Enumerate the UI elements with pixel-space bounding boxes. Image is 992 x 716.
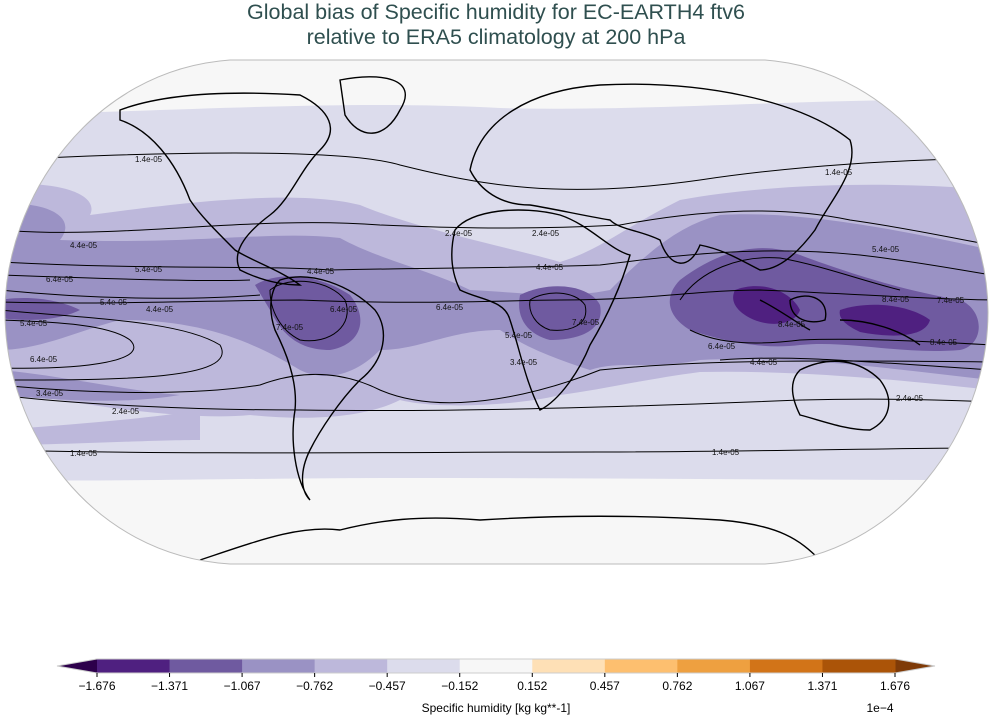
colorbar-tick-label: 1.067 [735, 679, 765, 693]
contour-label: 1.4e-05 [135, 155, 163, 164]
colorbar-tick-label: 1.371 [807, 679, 837, 693]
colorbar-tick-label: −1.067 [224, 679, 261, 693]
colorbar-extend-over [895, 659, 935, 673]
colorbar-tick-label: −0.762 [296, 679, 333, 693]
colorbar-swatch [532, 659, 606, 673]
contour-label: 5.4e-05 [505, 331, 533, 340]
europe-asia [469, 83, 853, 271]
australia [791, 360, 890, 431]
contour-label: 2.4e-05 [532, 229, 560, 238]
contour-label: 6.4e-05 [46, 275, 74, 284]
contour-fill-level-0 [733, 286, 930, 336]
contour-label: 8.4e-05 [930, 338, 958, 347]
contour-label: 3.4e-05 [510, 358, 538, 367]
contour-label: 5.4e-05 [20, 319, 48, 328]
contour-label: 1.4e-05 [825, 168, 853, 177]
coastlines [119, 76, 921, 561]
contour-label: 6.4e-05 [330, 305, 358, 314]
colorbar-swatch [97, 659, 171, 673]
colorbar-swatch [387, 659, 461, 673]
contour-label: 2.4e-05 [445, 229, 473, 238]
contour-label: 7.4e-05 [937, 296, 965, 305]
colorbar-label: Specific humidity [kg kg**-1] [422, 701, 571, 715]
africa [451, 209, 631, 411]
contour-label: 6.4e-05 [30, 355, 58, 364]
colorbar-extend-under [57, 659, 97, 673]
colorbar-scale-label: 1e−4 [866, 701, 893, 715]
colorbar-tick-label: 0.457 [590, 679, 620, 693]
contour-label: 8.4e-05 [882, 295, 910, 304]
contour-lines [5, 152, 988, 454]
colorbar-tick-label: 0.762 [662, 679, 692, 693]
contour-label: 5.4e-05 [135, 265, 163, 274]
map-border [4, 59, 989, 565]
colorbar-swatch [822, 659, 896, 673]
contour-label: 4.4e-05 [307, 267, 335, 276]
contour-label: 4.4e-05 [750, 358, 778, 367]
title-line-1: Global bias of Specific humidity for EC-… [247, 0, 745, 24]
contour-label: 1.4e-05 [70, 449, 98, 458]
antarctica [199, 515, 821, 561]
colorbar-swatch [459, 659, 533, 673]
colorbar-swatch [604, 659, 678, 673]
contour-label: 7.4e-05 [276, 323, 304, 332]
colorbar-swatch [749, 659, 823, 673]
contour-label: 6.4e-05 [708, 342, 736, 351]
contour-label: 4.4e-05 [70, 241, 98, 250]
north-america [119, 92, 331, 286]
title-line-2: relative to ERA5 climatology at 200 hPa [306, 25, 686, 49]
contour-label: 5.4e-05 [100, 298, 128, 307]
colorbar-tick-label: −0.457 [369, 679, 406, 693]
contour-labels: 1.4e-05 1.4e-05 1.4e-05 1.4e-05 2.4e-05 … [20, 155, 965, 458]
colorbar-swatch [677, 659, 751, 673]
contour-label: 4.4e-05 [536, 263, 564, 272]
contour-label: 2.4e-05 [112, 407, 140, 416]
colorbar-tick-label: −1.371 [151, 679, 188, 693]
colorbar-tick-label: 1.676 [880, 679, 910, 693]
contour-label: 4.4e-05 [146, 305, 174, 314]
map-area: 1.4e-05 1.4e-05 1.4e-05 1.4e-05 2.4e-05 … [5, 60, 988, 564]
contour-label: 3.4e-05 [36, 389, 64, 398]
colorbar-swatch [169, 659, 243, 673]
colorbar-swatch [314, 659, 388, 673]
colorbar: −1.676 −1.371 −1.067 −0.762 −0.457 −0.152 0.15… [56, 658, 936, 693]
contour-label: 2.4e-05 [896, 394, 924, 403]
contour-label: 5.4e-05 [872, 245, 900, 254]
contour-label: 8.4e-05 [778, 320, 806, 329]
greenland [339, 76, 407, 134]
colorbar-tick-label: 0.152 [517, 679, 547, 693]
contour-label: 6.4e-05 [436, 303, 464, 312]
contour-label: 7.4e-05 [572, 318, 600, 327]
south-america [270, 276, 385, 501]
colorbar-tick-label: −0.152 [441, 679, 478, 693]
colorbar-swatch [242, 659, 316, 673]
plot-title: Global bias of Specific humidity for EC-… [0, 0, 992, 50]
indonesia [759, 295, 921, 346]
colorbar-tick-label: −1.676 [78, 679, 115, 693]
contour-label: 1.4e-05 [712, 448, 740, 457]
